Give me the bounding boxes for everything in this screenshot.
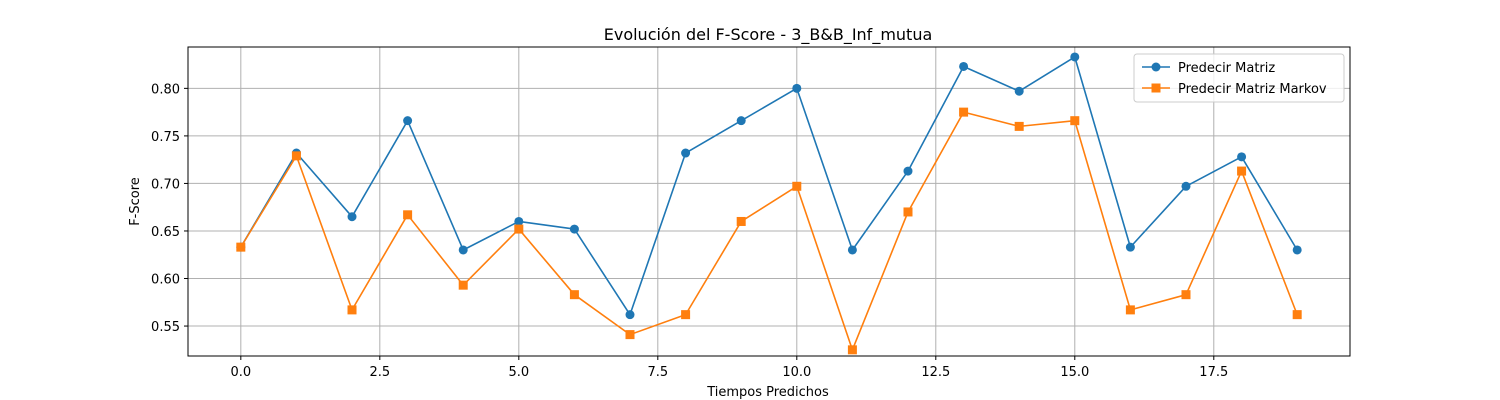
series-line xyxy=(240,111,1298,351)
x-tick-label: 5.0 xyxy=(508,365,529,380)
data-point-square xyxy=(1125,305,1135,315)
x-tick-label: 10.0 xyxy=(782,365,811,380)
data-point-square xyxy=(347,305,357,315)
data-point-circle xyxy=(625,310,635,320)
y-axis-label: F-Score xyxy=(128,177,143,226)
x-tick-label: 15.0 xyxy=(1060,365,1089,380)
data-point-square xyxy=(792,181,802,191)
data-point-circle xyxy=(1125,242,1135,252)
data-point-square xyxy=(625,330,635,340)
data-point-circle xyxy=(347,212,357,222)
x-tick-label: 0.0 xyxy=(230,365,251,380)
data-point-circle xyxy=(514,216,524,226)
data-point-circle xyxy=(847,245,857,255)
data-point-square xyxy=(736,216,746,226)
data-point-square xyxy=(569,290,579,300)
legend-marker-circle xyxy=(1151,62,1161,72)
series-line xyxy=(240,56,1298,316)
legend-label: Predecir Matriz Markov xyxy=(1178,82,1327,97)
data-point-square xyxy=(1070,116,1080,126)
data-point-circle xyxy=(903,166,913,176)
data-point-circle xyxy=(458,245,468,255)
data-point-square xyxy=(1292,310,1302,320)
data-point-circle xyxy=(792,83,802,93)
data-point-circle xyxy=(1070,52,1080,62)
data-point-square xyxy=(1014,121,1024,131)
x-tick-label: 12.5 xyxy=(921,365,950,380)
y-tick-label: 0.65 xyxy=(151,225,180,240)
data-point-circle xyxy=(959,61,969,71)
x-axis-label: Tiempos Predichos xyxy=(706,385,829,400)
series-2 xyxy=(236,107,1302,355)
data-point-square xyxy=(458,280,468,290)
y-tick-label: 0.55 xyxy=(151,320,180,335)
data-point-square xyxy=(403,210,413,220)
data-point-circle xyxy=(681,148,691,158)
x-axis-ticks: 0.0 2.5 5.0 7.5 10.0 12.5 15.0 17.5 xyxy=(230,356,1228,380)
x-tick-label: 17.5 xyxy=(1199,365,1228,380)
legend-label: Predecir Matriz xyxy=(1178,61,1275,76)
series-layer xyxy=(236,52,1302,355)
y-tick-label: 0.80 xyxy=(151,82,180,97)
data-point-square xyxy=(1237,166,1247,176)
legend: Predecir Matriz Predecir Matriz Markov xyxy=(1133,53,1345,103)
data-point-circle xyxy=(1237,152,1247,162)
data-point-square xyxy=(236,242,246,252)
data-point-circle xyxy=(403,116,413,126)
series-1 xyxy=(236,52,1302,320)
y-tick-label: 0.60 xyxy=(151,273,180,288)
y-tick-label: 0.75 xyxy=(151,130,180,145)
data-point-square xyxy=(959,107,969,117)
data-point-circle xyxy=(1014,86,1024,96)
data-point-circle xyxy=(1292,245,1302,255)
chart-title: Evolución del F-Score - 3_B&B_Inf_mutua xyxy=(604,25,933,45)
data-point-square xyxy=(1181,290,1191,300)
data-point-square xyxy=(291,151,301,161)
data-point-square xyxy=(681,310,691,320)
data-point-square xyxy=(514,224,524,234)
y-axis-ticks: 0.55 0.60 0.65 0.70 0.75 0.80 xyxy=(151,82,188,335)
data-point-circle xyxy=(1181,181,1191,191)
data-point-square xyxy=(903,207,913,217)
data-point-circle xyxy=(736,116,746,126)
legend-box xyxy=(1133,53,1345,103)
x-tick-label: 7.5 xyxy=(647,365,668,380)
legend-marker-square xyxy=(1151,83,1161,93)
data-point-square xyxy=(847,345,857,355)
x-tick-label: 2.5 xyxy=(369,365,390,380)
plot-area-frame xyxy=(187,46,1351,357)
data-point-circle xyxy=(569,224,579,234)
y-tick-label: 0.70 xyxy=(151,177,180,192)
